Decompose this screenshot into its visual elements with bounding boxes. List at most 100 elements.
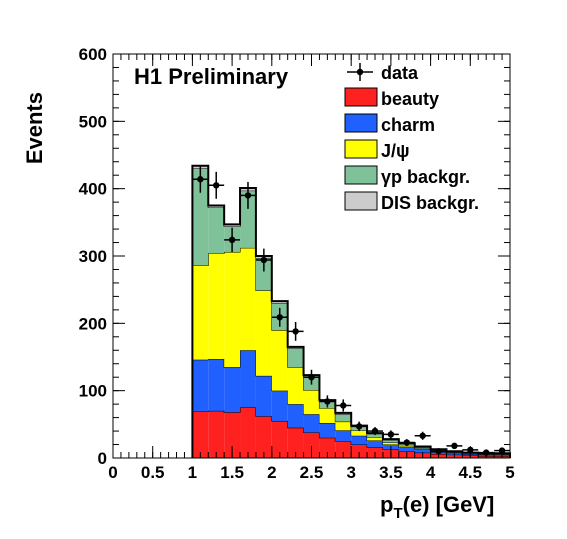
data-point <box>308 374 315 381</box>
x-tick-label: 4 <box>426 463 436 482</box>
bar-j <box>319 408 336 423</box>
x-tick-label: 1 <box>188 463 197 482</box>
bar-beauty <box>351 444 368 458</box>
bar-j <box>382 442 399 445</box>
bar-charm <box>208 359 225 411</box>
x-label-subscript: T <box>393 505 402 522</box>
legend-swatch <box>344 191 378 211</box>
bar-charm <box>303 414 320 433</box>
legend-swatch <box>344 139 378 159</box>
bar-p-backgr <box>414 447 431 449</box>
data-point <box>244 192 252 199</box>
bar-charm <box>398 447 415 452</box>
x-tick-label: 0 <box>108 463 117 482</box>
y-tick-label: 600 <box>79 45 107 64</box>
data-points <box>192 165 510 456</box>
bar-j <box>240 247 256 351</box>
data-point <box>403 439 410 446</box>
x-tick-label: 0.5 <box>141 463 165 482</box>
bar-charm <box>287 404 304 428</box>
bar-beauty <box>335 441 352 458</box>
data-point <box>260 256 268 264</box>
bar-j <box>255 290 272 376</box>
bar-beauty <box>271 420 288 458</box>
legend-swatch <box>344 113 378 133</box>
legend-item: beauty <box>344 87 439 109</box>
bar-p-backgr <box>382 439 399 443</box>
legend-label: γp backgr. <box>381 167 470 187</box>
legend-item: DIS backgr. <box>344 191 479 213</box>
mc-total-line <box>191 164 511 458</box>
legend-marker-dot <box>356 68 364 76</box>
bar-p-backgr <box>335 414 352 422</box>
bar-beauty <box>287 427 304 458</box>
bar-charm <box>192 359 209 412</box>
data-point <box>371 427 379 435</box>
data-point <box>228 236 236 244</box>
bar-beauty <box>224 412 241 458</box>
bar-j <box>224 251 241 368</box>
bar-p-backgr <box>192 168 209 266</box>
legend-label: DIS backgr. <box>381 193 479 213</box>
y-tick-label: 100 <box>79 382 107 401</box>
bar-p-backgr <box>367 433 383 438</box>
bar-charm <box>240 350 256 408</box>
x-tick-label: 1.5 <box>220 463 244 482</box>
mc-total-outline <box>191 164 511 458</box>
bar-p-backgr <box>287 348 304 368</box>
y-tick-label: 0 <box>98 449 107 468</box>
bar-charm <box>271 390 288 421</box>
bar-j <box>367 437 383 441</box>
x-label-suffix: (e) [GeV] <box>403 492 495 517</box>
bar-j <box>351 430 368 436</box>
data-point <box>451 442 458 450</box>
legend-label: data <box>381 63 419 83</box>
bar-charm <box>335 430 352 442</box>
data-point <box>324 398 331 405</box>
x-tick-label: 2.5 <box>300 463 324 482</box>
bar-beauty <box>192 411 209 458</box>
bar-dis-backgr <box>271 301 288 304</box>
x-tick-label: 4.5 <box>458 463 482 482</box>
annotation-text: H1 Preliminary <box>134 64 289 89</box>
bar-j <box>335 421 352 431</box>
data-point <box>498 447 506 454</box>
legend-swatch <box>344 87 378 107</box>
bar-charm <box>224 367 241 413</box>
legend-label: charm <box>381 115 435 135</box>
legend-item: γp backgr. <box>344 165 470 187</box>
bar-j <box>192 265 209 360</box>
bar-dis-backgr <box>224 224 241 227</box>
bar-beauty <box>319 437 336 458</box>
bar-charm <box>319 422 336 438</box>
axes: 0 0.5 1 1.5 2 2.5 3 3.5 4 4.5 5 0 100 200 300 400 500 600 <box>79 45 515 482</box>
y-tick-label: 300 <box>79 247 107 266</box>
data-point <box>292 328 299 335</box>
bar-beauty <box>208 410 225 458</box>
bar-p-backgr <box>240 190 256 248</box>
x-tick-label: 3.5 <box>379 463 403 482</box>
data-point <box>419 432 426 439</box>
bar-dis-backgr <box>208 205 225 208</box>
legend-label: J/ψ <box>381 141 410 161</box>
x-tick-label: 5 <box>505 463 514 482</box>
y-tick-label: 400 <box>79 180 107 199</box>
legend-label: beauty <box>381 89 439 109</box>
x-axis-label: pT(e) [GeV] <box>380 492 494 522</box>
bar-j <box>271 330 288 391</box>
data-point <box>276 314 283 321</box>
bar-j <box>303 389 320 415</box>
bar-charm <box>351 435 368 445</box>
bar-charm <box>367 440 383 448</box>
bar-p-backgr <box>255 258 272 291</box>
bar-charm <box>414 449 431 453</box>
data-point <box>387 431 395 438</box>
y-tick-label: 500 <box>79 112 107 131</box>
y-axis-label: Events <box>22 92 47 164</box>
x-tick-label: 3 <box>346 463 355 482</box>
data-point <box>355 423 363 430</box>
legend-item: J/ψ <box>344 139 410 161</box>
legend: data beauty charm J/ψ γp backgr. DIS backgr. <box>344 63 479 213</box>
legend-swatch <box>344 165 378 185</box>
